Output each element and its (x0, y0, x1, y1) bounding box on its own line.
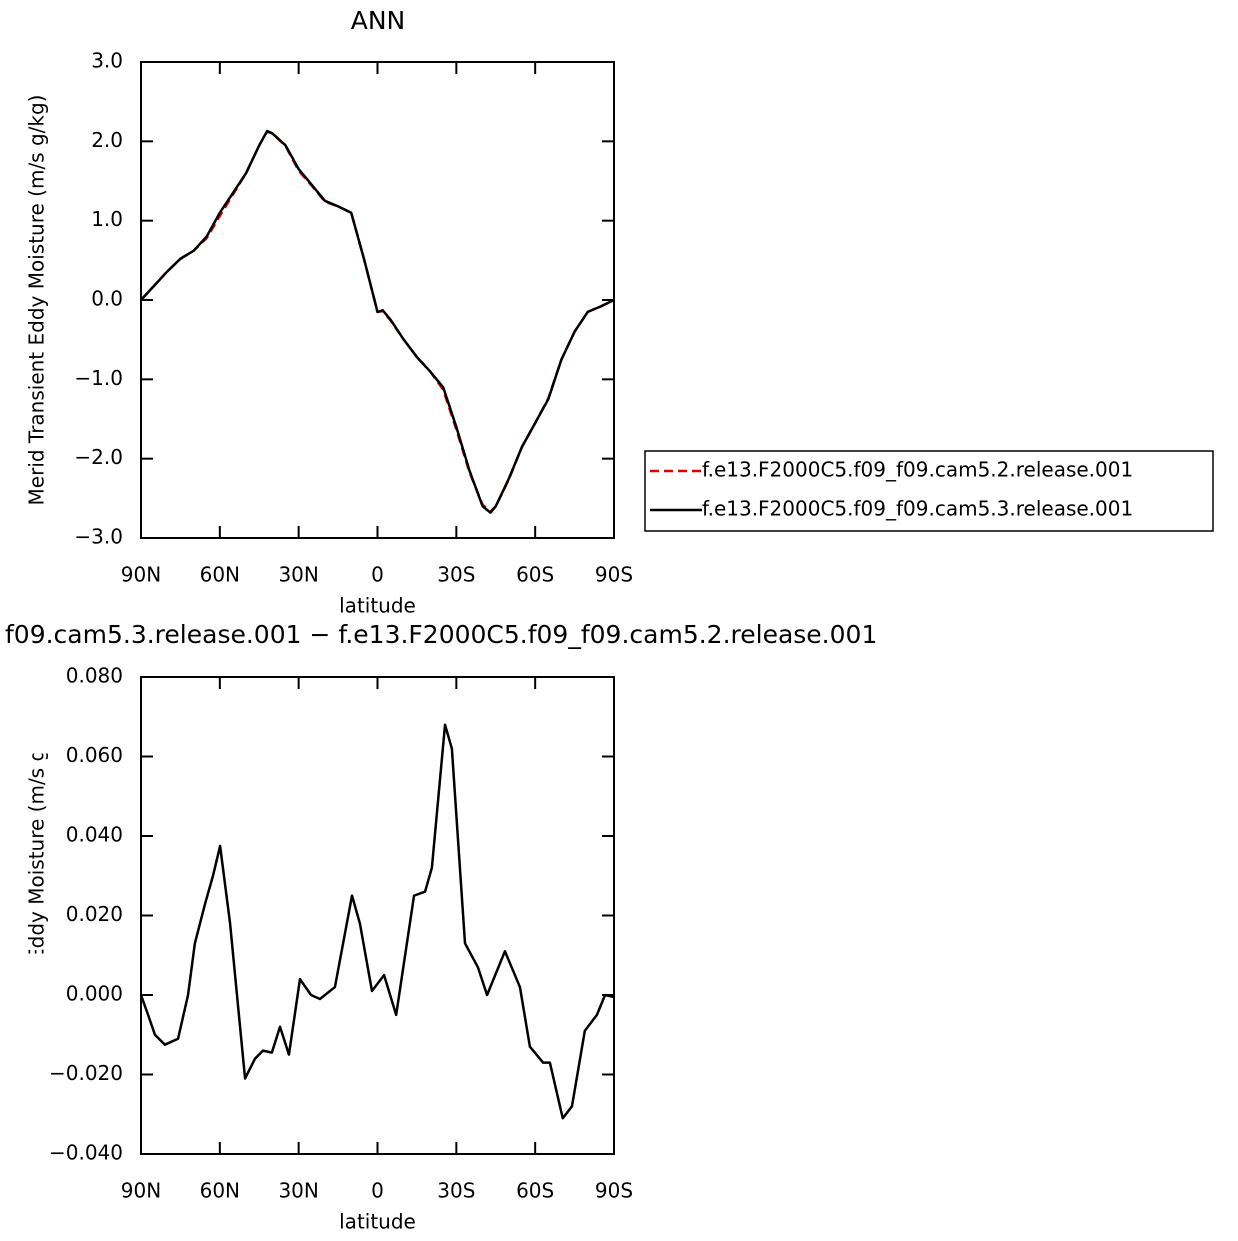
x-axis-label: latitude (339, 594, 416, 618)
data-line (140, 130, 615, 514)
y-tick-label: −2.0 (74, 445, 123, 469)
legend-box (644, 450, 1214, 532)
data-line (140, 129, 615, 514)
chart-title: f09.cam5.3.release.001 − f.e13.F2000C5.f… (5, 620, 877, 649)
y-tick-label: −0.040 (49, 1141, 123, 1165)
x-tick-label: 30S (437, 563, 475, 587)
x-tick-label: 60S (516, 563, 554, 587)
chart-title: ANN (351, 6, 406, 35)
y-tick-label: 0.040 (66, 823, 123, 847)
y-tick-label: −3.0 (74, 525, 123, 549)
x-tick-label: 60N (200, 563, 240, 587)
y-tick-label: 0.0 (91, 287, 123, 311)
x-tick-label: 90N (121, 1179, 161, 1203)
x-tick-label: 90S (595, 1179, 633, 1203)
y-tick-label: 1.0 (91, 207, 123, 231)
x-tick-label: 30N (278, 563, 318, 587)
y-tick-label: 0.060 (66, 743, 123, 767)
x-tick-label: 90S (595, 563, 633, 587)
plot-frame (140, 676, 615, 1155)
x-tick-label: 0 (371, 563, 384, 587)
x-tick-label: 60S (516, 1179, 554, 1203)
legend-label: f.e13.F2000C5.f09_f09.cam5.3.release.001 (702, 497, 1133, 521)
x-tick-label: 0 (371, 1179, 384, 1203)
y-tick-label: 3.0 (91, 49, 123, 73)
y-axis-label: Merid Transient Eddy Moisture (m/s g/kg) (25, 95, 49, 506)
y-tick-label: 0.000 (66, 982, 123, 1006)
x-axis-label: latitude (339, 1210, 416, 1234)
x-tick-label: 60N (200, 1179, 240, 1203)
data-line (139, 723, 615, 1120)
x-tick-label: 90N (121, 563, 161, 587)
legend-label: f.e13.F2000C5.f09_f09.cam5.2.release.001 (702, 458, 1133, 482)
y-tick-label: −1.0 (74, 366, 123, 390)
x-tick-label: 30S (437, 1179, 475, 1203)
x-tick-label: 30N (278, 1179, 318, 1203)
y-tick-label: 2.0 (91, 128, 123, 152)
y-tick-label: 0.080 (66, 664, 123, 688)
plot-frame (140, 61, 615, 539)
y-axis-label: Merid Transient Eddy Moisture (m/s g/kg) (25, 710, 49, 1121)
y-tick-label: −0.020 (49, 1061, 123, 1085)
y-tick-label: 0.020 (66, 902, 123, 926)
